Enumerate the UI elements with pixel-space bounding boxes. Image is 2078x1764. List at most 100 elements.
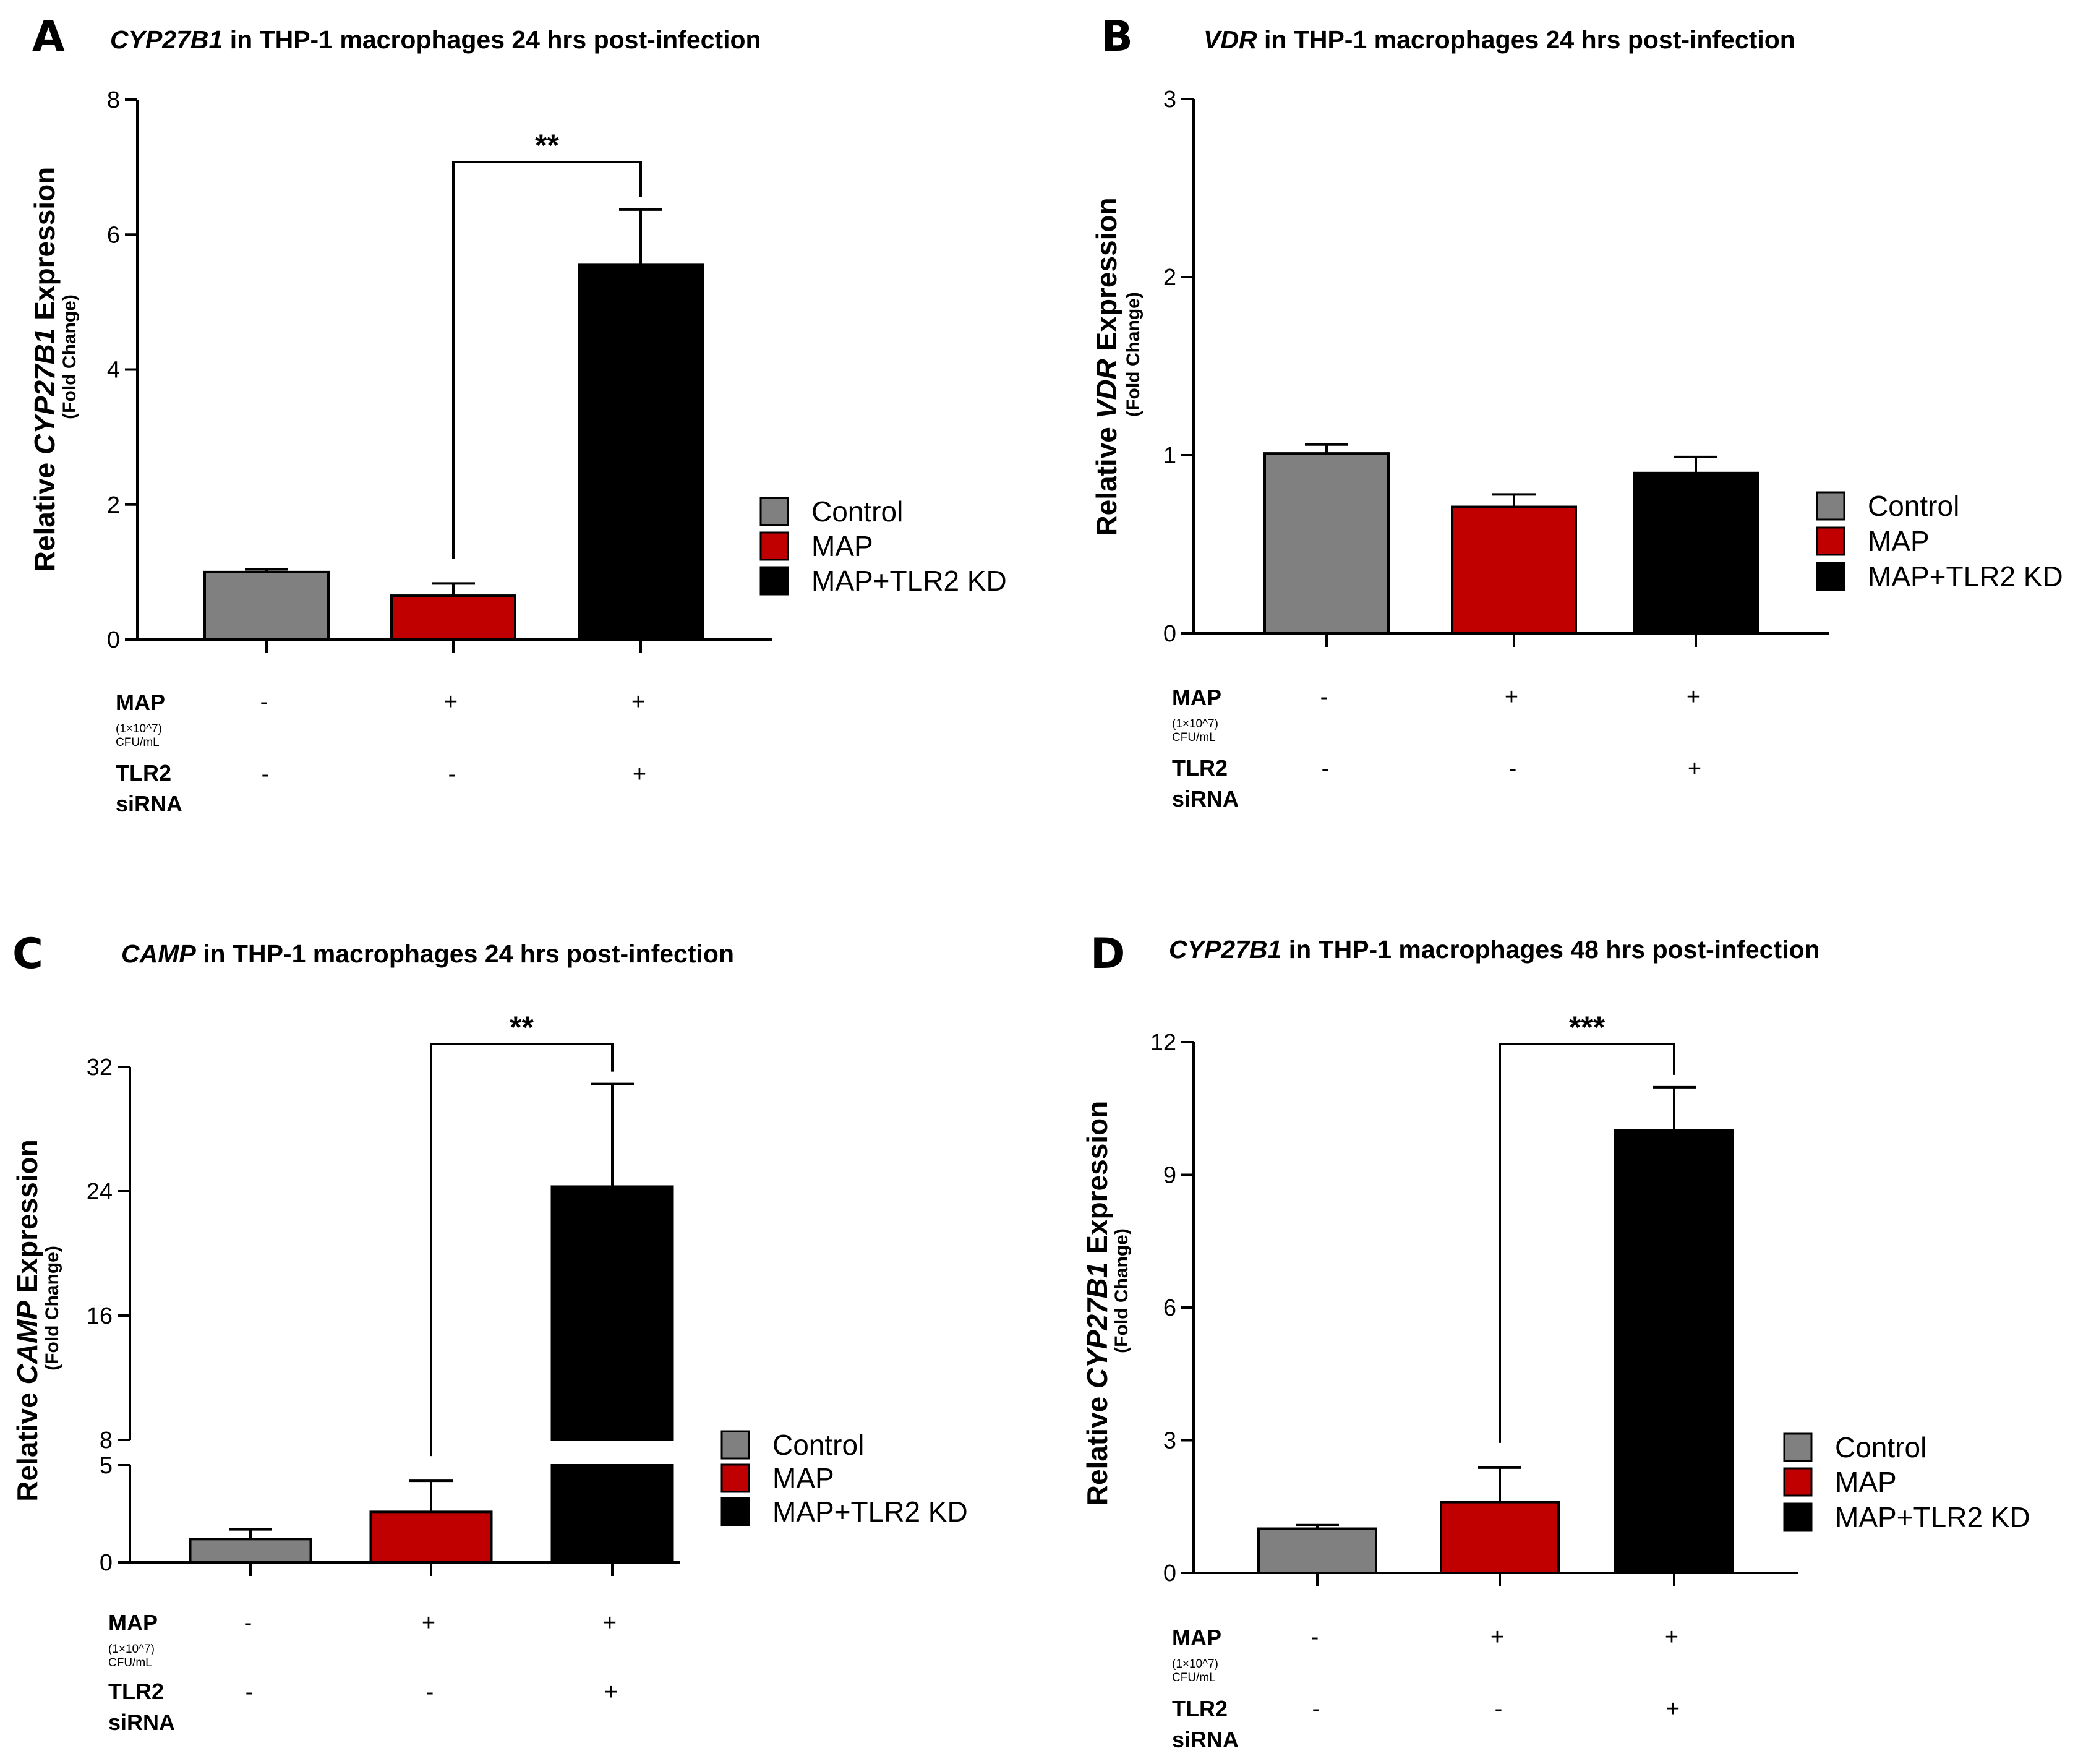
tlr2-label: TLR2 (108, 1679, 164, 1704)
legend-label: MAP (772, 1462, 834, 1494)
bar-group-control (1263, 443, 1390, 635)
y-tick-label: 16 (87, 1303, 113, 1329)
title-gene: CAMP (121, 940, 196, 968)
significance-label: ** (510, 1010, 534, 1045)
panel-b: B VDR in THP-1 macrophages 24 hrs post-in… (1090, 12, 2063, 811)
chart-title: CYP27B1 in THP-1 macrophages 48 hrs post… (1169, 935, 1820, 964)
legend-swatch (1816, 562, 1845, 591)
legend-swatch (759, 531, 789, 561)
bar-group-map-tlr2-kd (550, 1082, 674, 1564)
y-axis-sublabel: (Fold Change) (1111, 1228, 1132, 1353)
y-tick-label: 2 (107, 492, 120, 518)
chart-title: CYP27B1 in THP-1 macrophages 24 hrs post… (110, 25, 761, 54)
bar-group-control (203, 568, 330, 641)
y-tick-label: 0 (1163, 621, 1176, 647)
condition-table: MAP (1×10^7)CFU/mL TLR2 siRNA - + + - - + (1172, 1624, 1680, 1752)
legend-swatch (720, 1463, 750, 1493)
map-concentration: (1×10^7) (1172, 717, 1218, 730)
significance-bracket (1499, 1043, 1675, 1443)
panel-letter: A (32, 12, 65, 61)
legend-label: Control (811, 495, 903, 528)
title-rest: in THP-1 macrophages 24 hrs post-infecti… (1257, 25, 1795, 54)
legend-label: MAP+TLR2 KD (772, 1496, 968, 1528)
legend-swatch (1816, 491, 1845, 521)
y-tick-label: 32 (87, 1055, 113, 1081)
y-tick-label: 2 (1163, 265, 1176, 291)
tlr2-sign: - (1495, 1696, 1503, 1722)
tlr2-sign: - (262, 761, 270, 787)
tlr2-sign: - (1509, 756, 1517, 782)
tlr2-sublabel: siRNA (1172, 1727, 1239, 1752)
bar-group-map (1451, 493, 1577, 635)
title-gene: VDR (1204, 25, 1257, 54)
map-unit: CFU/mL (1172, 731, 1216, 744)
map-concentration: (1×10^7) (116, 722, 162, 735)
legend-swatch (720, 1497, 750, 1526)
y-tick-label: 4 (107, 358, 120, 383)
legend-label: MAP+TLR2 KD (1868, 560, 2063, 593)
y-tick-label: 8 (100, 1428, 113, 1454)
tlr2-sublabel: siRNA (116, 791, 182, 816)
ylabel-gene: CAMP (11, 1301, 43, 1385)
map-sign: + (444, 689, 458, 715)
map-label: MAP (1172, 1625, 1221, 1650)
ylabel-post: Expression (1081, 1101, 1113, 1262)
legend-swatch (1783, 1502, 1813, 1532)
tlr2-label: TLR2 (1172, 1696, 1228, 1721)
map-unit: CFU/mL (108, 1656, 152, 1669)
title-gene: CYP27B1 (1169, 935, 1281, 964)
bar (1440, 1501, 1560, 1575)
map-label: MAP (1172, 685, 1221, 710)
ylabel-gene: VDR (1090, 359, 1122, 419)
map-sign: - (260, 689, 268, 715)
tlr2-sign: - (246, 1679, 254, 1705)
y-axis-label: Relative CAMP Expression (11, 1139, 43, 1501)
title-rest: in THP-1 macrophages 24 hrs post-infecti… (223, 25, 761, 54)
ylabel-post: Expression (1090, 197, 1122, 359)
legend-label: Control (1868, 490, 1959, 522)
tlr2-label: TLR2 (1172, 755, 1228, 781)
y-tick-label: 6 (1163, 1295, 1176, 1321)
ylabel-gene: CYP27B1 (28, 328, 61, 455)
map-concentration: (1×10^7) (1172, 1658, 1218, 1671)
y-tick-label: 0 (100, 1550, 113, 1576)
ylabel-gene: CYP27B1 (1081, 1262, 1113, 1389)
bar (550, 1185, 674, 1442)
significance-label: ** (535, 128, 559, 163)
y-tick-label: 3 (1163, 1428, 1176, 1454)
legend-label: Control (772, 1429, 864, 1461)
legend-label: MAP+TLR2 KD (811, 565, 1007, 597)
bar-group-control (1257, 1523, 1377, 1574)
tlr2-sublabel: siRNA (1172, 786, 1239, 811)
map-sign: + (1505, 684, 1518, 710)
map-sign: + (1490, 1624, 1504, 1650)
tlr2-sign: + (1666, 1696, 1680, 1722)
bar-group-map-tlr2-kd (1633, 455, 1759, 635)
legend-swatch (1783, 1467, 1813, 1497)
y-tick-label: 8 (107, 87, 120, 113)
tlr2-sublabel: siRNA (108, 1710, 175, 1735)
y-tick-label: 0 (1163, 1561, 1176, 1586)
panel-letter: D (1090, 930, 1125, 978)
legend-swatch (720, 1430, 750, 1460)
panel-d: D CYP27B1 in THP-1 macrophages 48 hrs pos… (1081, 930, 2030, 1752)
y-axis-sublabel: (Fold Change) (1123, 292, 1144, 417)
map-sign: - (1320, 684, 1328, 710)
significance-bracket (430, 1043, 614, 1457)
y-tick-label: 12 (1150, 1030, 1176, 1056)
tlr2-sign: - (426, 1679, 434, 1705)
map-sign: + (1687, 684, 1700, 710)
ylabel-post: Expression (11, 1139, 43, 1301)
map-label: MAP (108, 1610, 158, 1635)
map-sign: - (244, 1610, 252, 1636)
significance-label: *** (1569, 1010, 1606, 1045)
y-axis-label: Relative VDR Expression (1090, 197, 1122, 536)
title-rest: in THP-1 macrophages 24 hrs post-infecti… (196, 940, 734, 968)
bar-group-map (390, 582, 516, 641)
map-sign: + (631, 689, 645, 715)
ylabel-pre: Relative (1090, 419, 1122, 536)
bar (1263, 452, 1390, 635)
bar (1614, 1129, 1734, 1574)
legend-swatch (759, 566, 789, 596)
